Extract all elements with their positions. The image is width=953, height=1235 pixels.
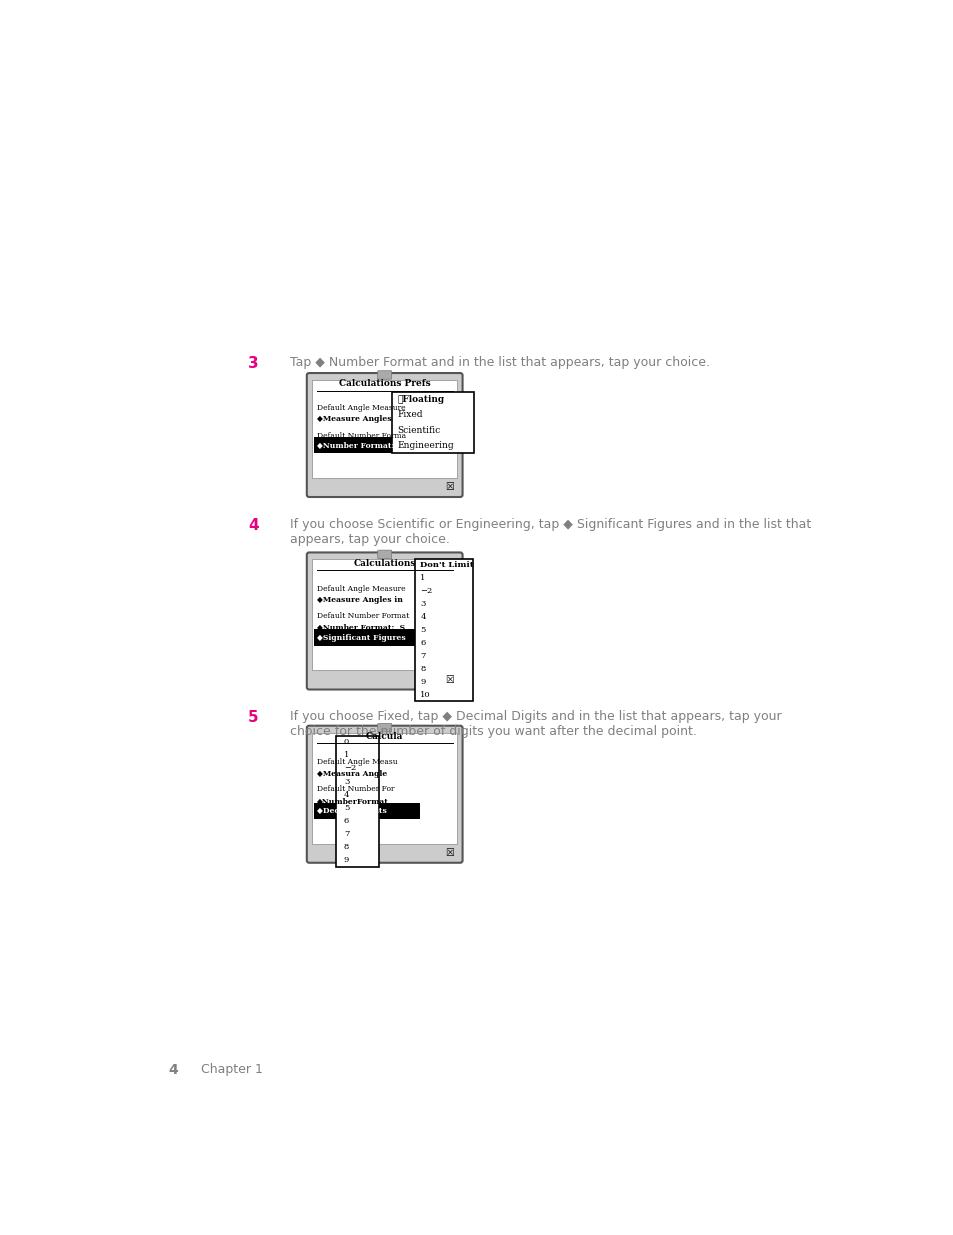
Text: 10: 10 — [420, 690, 431, 699]
Text: Calculations Prefs: Calculations Prefs — [338, 379, 430, 388]
Text: 4: 4 — [344, 790, 349, 799]
FancyBboxPatch shape — [307, 726, 462, 863]
Text: Scientific: Scientific — [397, 426, 440, 435]
Bar — [335, 736, 378, 867]
Text: −2: −2 — [420, 587, 432, 595]
Text: 1: 1 — [420, 574, 425, 582]
Text: Tap ◆ Number Format and in the list that appears, tap your choice.: Tap ◆ Number Format and in the list that… — [290, 356, 709, 369]
Text: 4: 4 — [248, 517, 258, 532]
Text: 1: 1 — [344, 751, 349, 760]
Text: 5: 5 — [344, 804, 349, 811]
Text: 6: 6 — [344, 816, 349, 825]
Text: 7: 7 — [344, 830, 349, 837]
Bar — [314, 437, 401, 453]
Text: 6: 6 — [420, 638, 425, 647]
Text: Default Angle Measure: Default Angle Measure — [316, 585, 405, 593]
Text: Engineering: Engineering — [397, 441, 454, 450]
Text: ◆Measure Angles in: ◆Measure Angles in — [316, 597, 402, 604]
Text: 3: 3 — [248, 356, 258, 370]
Text: ☒: ☒ — [444, 482, 454, 492]
Text: 5: 5 — [248, 710, 258, 725]
Text: Chapter 1: Chapter 1 — [200, 1063, 262, 1077]
Bar — [312, 559, 456, 671]
Text: 4: 4 — [420, 613, 425, 621]
Text: Default Angle Measu: Default Angle Measu — [316, 758, 397, 766]
Bar — [314, 630, 425, 646]
Text: Calcula: Calcula — [366, 732, 403, 741]
Text: Default Number Forma: Default Number Forma — [316, 431, 406, 440]
Text: If you choose Fixed, tap ◆ Decimal Digits and in the list that appears, tap your: If you choose Fixed, tap ◆ Decimal Digit… — [290, 710, 781, 739]
Bar — [415, 558, 473, 701]
Text: ◆Decimal Digits: ◆Decimal Digits — [316, 806, 386, 815]
FancyBboxPatch shape — [377, 550, 392, 558]
Text: ✓Floating: ✓Floating — [397, 395, 444, 404]
Text: Default Angle Measure: Default Angle Measure — [316, 404, 405, 411]
Text: 9: 9 — [344, 856, 349, 864]
FancyBboxPatch shape — [377, 370, 392, 379]
Text: ◆Measura Angle: ◆Measura Angle — [316, 769, 387, 778]
Text: ◆Number Format:: ◆Number Format: — [316, 441, 394, 450]
Text: ☒: ☒ — [444, 674, 454, 684]
Text: 3: 3 — [344, 778, 349, 785]
Text: 3: 3 — [420, 600, 425, 608]
Text: ☒: ☒ — [444, 847, 454, 858]
Text: 9: 9 — [420, 678, 425, 685]
Text: −2: −2 — [344, 764, 355, 772]
FancyBboxPatch shape — [307, 552, 462, 689]
Text: 8: 8 — [420, 664, 425, 673]
Text: 7: 7 — [420, 652, 425, 659]
Text: 0: 0 — [344, 739, 349, 746]
Text: Don't Limit: Don't Limit — [420, 561, 474, 569]
Bar — [392, 391, 473, 453]
Text: Fixed: Fixed — [397, 410, 423, 419]
Text: ◆Number Format:  S: ◆Number Format: S — [316, 624, 405, 631]
FancyBboxPatch shape — [377, 724, 392, 732]
Text: 4: 4 — [168, 1063, 177, 1077]
Text: Default Number For: Default Number For — [316, 785, 394, 793]
Bar — [312, 380, 456, 478]
FancyBboxPatch shape — [307, 373, 462, 496]
Text: 8: 8 — [344, 844, 349, 851]
Text: If you choose Scientific or Engineering, tap ◆ Significant Figures and in the li: If you choose Scientific or Engineering,… — [290, 517, 810, 546]
Text: ◆Significant Figures: ◆Significant Figures — [316, 634, 405, 641]
Bar — [312, 732, 456, 844]
Text: ◆Measure Angles: ◆Measure Angles — [316, 415, 391, 424]
Text: Calculations: Calculations — [354, 558, 416, 568]
Bar — [314, 803, 419, 819]
Text: ◆NumberFormat: ◆NumberFormat — [316, 797, 388, 804]
Text: Default Number Format: Default Number Format — [316, 611, 409, 620]
Text: 5: 5 — [420, 626, 425, 634]
